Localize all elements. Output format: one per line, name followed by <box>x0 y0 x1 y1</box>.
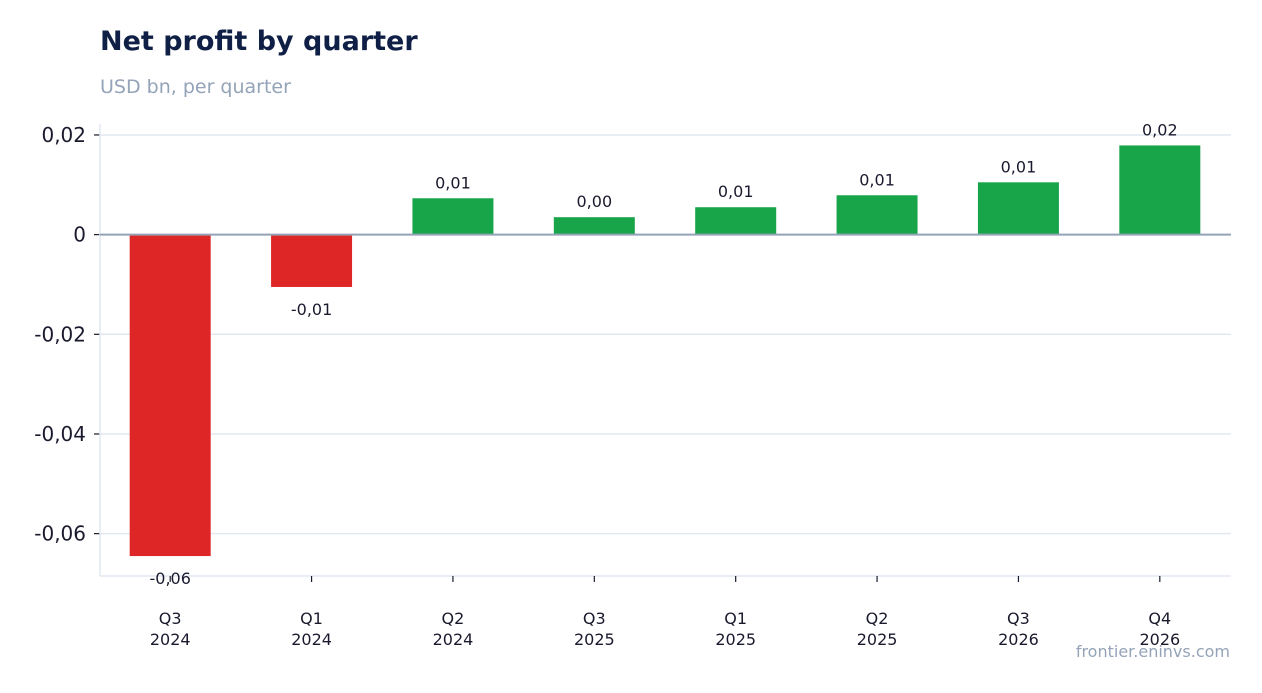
bar <box>977 182 1059 235</box>
x-tick-label-quarter: Q4 <box>1148 609 1171 628</box>
x-tick-label-year: 2026 <box>1139 630 1180 649</box>
y-tick-label: -0,06 <box>34 522 86 546</box>
data-label: -0,01 <box>291 300 332 319</box>
chart-subtitle: USD bn, per quarter <box>100 76 291 98</box>
source-credit: frontier.eninvs.com <box>1075 642 1230 661</box>
x-tick-label-quarter: Q2 <box>866 609 889 628</box>
data-label: 0,00 <box>577 192 613 211</box>
bar <box>553 217 635 235</box>
x-tick-label-year: 2025 <box>857 630 898 649</box>
grid-lines <box>100 134 1231 535</box>
x-tick-label-quarter: Q2 <box>442 609 465 628</box>
y-tick-label: 0,02 <box>41 123 86 147</box>
x-tick-label-year: 2025 <box>715 630 756 649</box>
bar <box>412 198 494 235</box>
x-tick-label-quarter: Q3 <box>159 609 182 628</box>
data-label: 0,01 <box>718 182 754 201</box>
x-tick-label-year: 2025 <box>574 630 615 649</box>
bar <box>836 195 918 235</box>
x-tick-label-quarter: Q3 <box>583 609 606 628</box>
axes <box>94 124 1231 582</box>
x-tick-label-year: 2026 <box>998 630 1039 649</box>
x-tick-label-year: 2024 <box>433 630 474 649</box>
data-label: 0,01 <box>435 173 471 192</box>
x-tick-label-quarter: Q3 <box>1007 609 1030 628</box>
x-tick-label-quarter: Q1 <box>300 609 323 628</box>
labels: 0,02 0 -0,02 -0,04 -0,06 -0,06 Q3 2024 -0,01 Q1 20… <box>34 120 1180 649</box>
bar <box>129 234 211 557</box>
data-label: 0,02 <box>1142 120 1178 139</box>
x-tick-label-quarter: Q1 <box>724 609 747 628</box>
bar <box>1119 145 1201 235</box>
data-label: 0,01 <box>1001 157 1037 176</box>
chart-title: Net profit by quarter <box>100 26 418 57</box>
y-tick-label: 0 <box>73 223 86 247</box>
data-label: -0,06 <box>149 569 190 588</box>
x-tick-label-year: 2024 <box>291 630 332 649</box>
bar <box>695 207 777 235</box>
y-tick-label: -0,02 <box>34 322 86 346</box>
bars <box>100 145 1231 557</box>
x-tick-label-year: 2024 <box>150 630 191 649</box>
data-label: 0,01 <box>859 170 895 189</box>
bar <box>271 234 353 287</box>
y-tick-label: -0,04 <box>34 422 86 446</box>
